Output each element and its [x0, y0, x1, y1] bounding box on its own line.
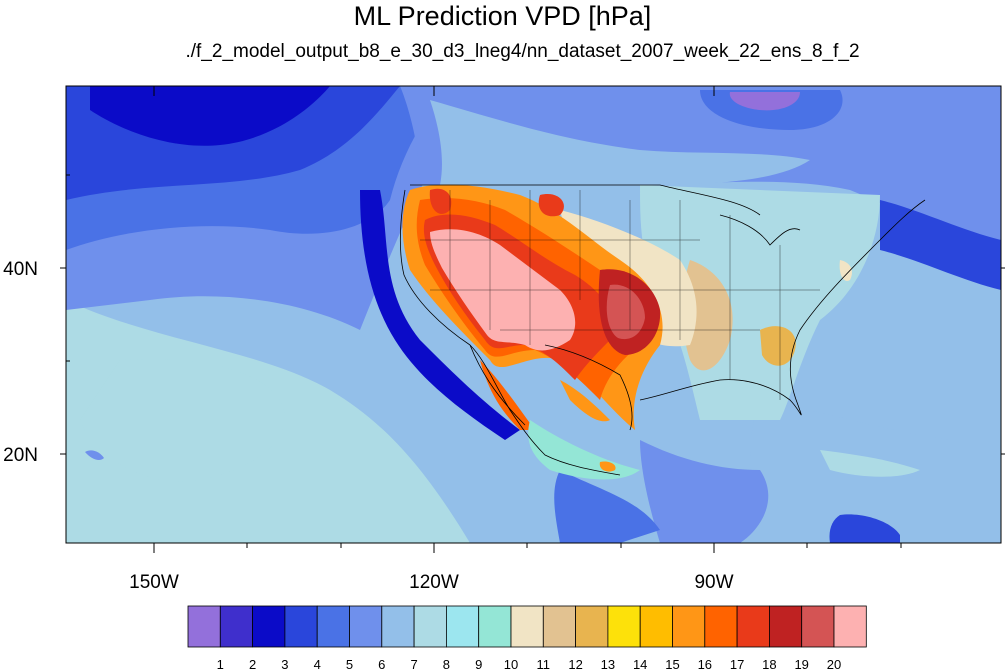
- colorbar-label: 2: [249, 657, 256, 672]
- vpd-field: [66, 86, 1001, 543]
- colorbar-swatch: [187, 605, 221, 648]
- map-title: ML Prediction VPD [hPa]: [353, 1, 652, 31]
- colorbar-label: 11: [537, 657, 551, 672]
- colorbar-swatch: [478, 605, 512, 648]
- colorbar-swatch: [801, 605, 835, 648]
- lat-tick-label: 40N: [3, 259, 38, 280]
- colorbar-swatch: [542, 605, 576, 648]
- colorbar-label: 1: [217, 657, 224, 672]
- colorbar-label: 10: [504, 657, 518, 672]
- colorbar-label: 12: [568, 657, 582, 672]
- colorbar-swatch: [381, 605, 415, 648]
- colorbar-swatch: [349, 605, 383, 648]
- colorbar-label: 6: [378, 657, 385, 672]
- axis-ticks: [60, 86, 1005, 553]
- colorbar-swatch: [219, 605, 254, 648]
- colorbar-label: 15: [665, 657, 679, 672]
- colorbar-swatch: [769, 605, 803, 648]
- colorbar-swatch: [445, 605, 480, 648]
- colorbar-swatch: [704, 605, 738, 648]
- colorbar-swatch: [833, 605, 867, 648]
- colorbar-swatch: [607, 605, 641, 648]
- map-frame: [65, 85, 1002, 544]
- lon-tick-label: 90W: [694, 572, 733, 593]
- colorbar-swatch: [510, 605, 544, 648]
- colorbar-label: 8: [443, 657, 450, 672]
- colorbar-label: 7: [410, 657, 417, 672]
- colorbar-swatch: [252, 605, 286, 648]
- colorbar-label: 18: [762, 657, 776, 672]
- lon-tick-label: 120W: [409, 572, 459, 593]
- colorbar-label: 17: [730, 657, 744, 672]
- colorbar-label: 16: [698, 657, 712, 672]
- lon-tick-label: 150W: [129, 572, 179, 593]
- colorbar-swatch: [316, 605, 350, 648]
- colorbar-label: 9: [475, 657, 482, 672]
- map-subtitle: ./f_2_model_output_b8_e_30_d3_lneg4/nn_d…: [185, 41, 860, 62]
- coastline-overlay: [399, 184, 926, 476]
- colorbar-label: 20: [827, 657, 841, 672]
- colorbar-swatch: [672, 605, 706, 648]
- colorbar: 1 2 3 4 5 6 7 8 9 10 11 12 13 14 15 16 17 18 19 20: [187, 605, 867, 672]
- colorbar-label: 19: [794, 657, 808, 672]
- lat-tick-label: 20N: [3, 445, 38, 466]
- colorbar-swatch: [284, 605, 318, 648]
- colorbar-label: 4: [314, 657, 321, 672]
- state-borders: [420, 190, 820, 400]
- colorbar-swatch: [413, 605, 447, 648]
- colorbar-swatch: [575, 605, 609, 648]
- colorbar-label: 3: [281, 657, 288, 672]
- colorbar-label: 14: [633, 657, 647, 672]
- colorbar-label: 5: [346, 657, 353, 672]
- colorbar-swatch: [736, 605, 770, 648]
- colorbar-label: 13: [601, 657, 615, 672]
- colorbar-swatch: [639, 605, 673, 648]
